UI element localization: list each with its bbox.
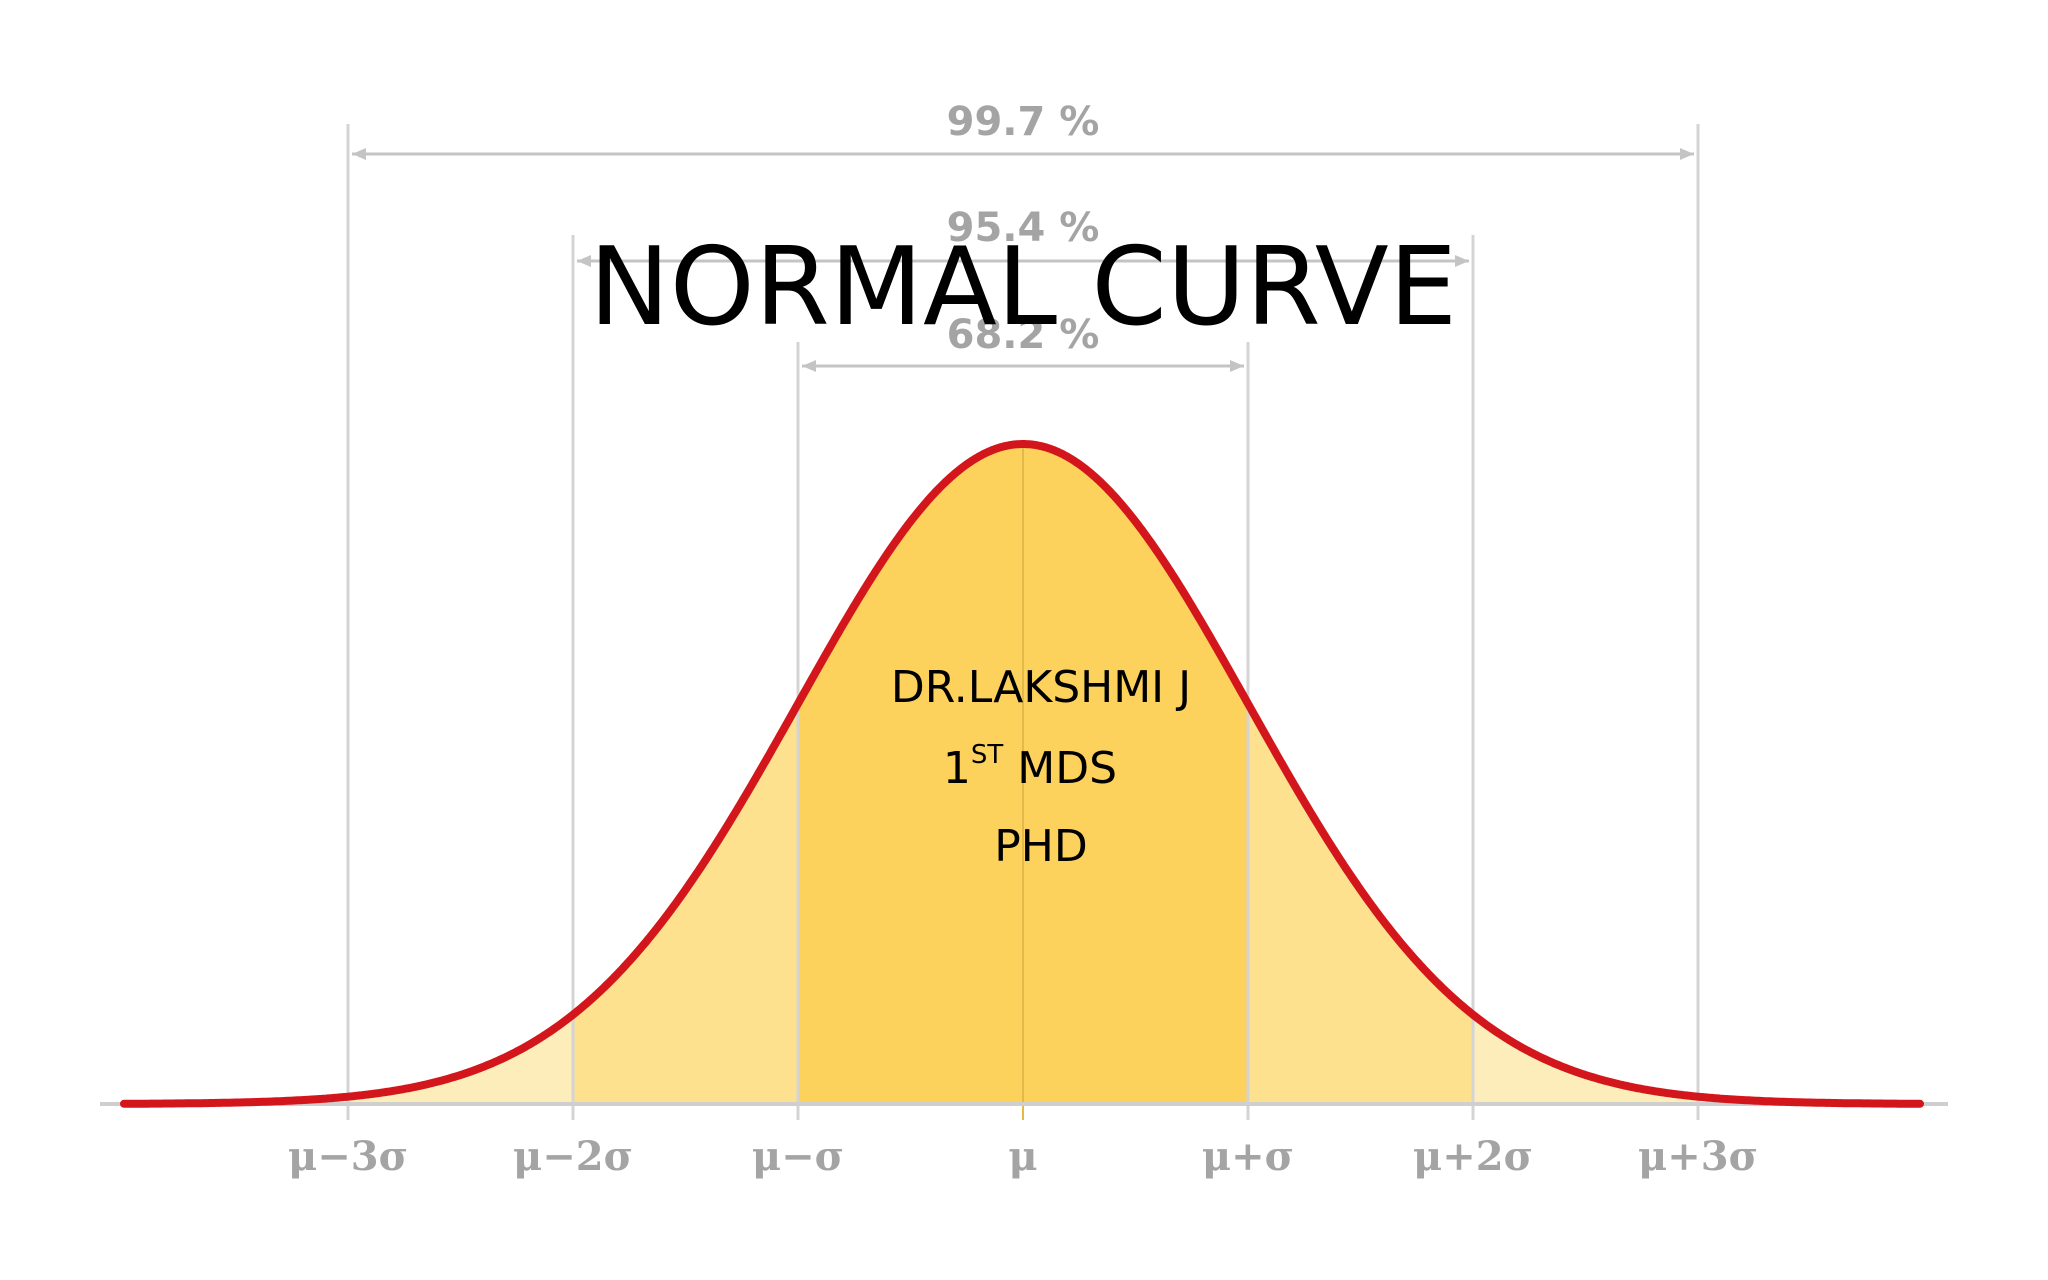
normal-curve: [120, 440, 1924, 1108]
tail-region: [124, 1014, 573, 1104]
degree: MDS: [1017, 743, 1117, 794]
range-label: 68.2 %: [947, 312, 1100, 358]
axis-label: μ+2σ: [1413, 1133, 1533, 1180]
range-label: 99.7 %: [947, 99, 1100, 145]
author-degree: 1ST MDS: [943, 740, 1117, 795]
range-label: 95.4 %: [947, 205, 1100, 251]
axis-label: μ−σ: [752, 1133, 844, 1180]
normal-curve-diagram: 99.7 % 95.4 % 68.2 % μ−3σ μ−2σ μ−σ μ μ+σ μ+2σ μ+3…: [100, 99, 1948, 1180]
tail-region: [1473, 1014, 1920, 1104]
axis-label: μ: [1008, 1133, 1037, 1180]
axis-label: μ+σ: [1202, 1133, 1294, 1180]
slide-title: NORMAL CURVE: [589, 225, 1457, 350]
degree-number: 1: [943, 743, 971, 794]
degree-suffix: ST: [971, 740, 1004, 770]
axis-label: μ−2σ: [513, 1133, 633, 1180]
axis-label: μ+3σ: [1638, 1133, 1758, 1180]
author-course: PHD: [994, 821, 1088, 872]
author-name: DR.LAKSHMI J: [891, 662, 1191, 713]
axis-label: μ−3σ: [288, 1133, 408, 1180]
